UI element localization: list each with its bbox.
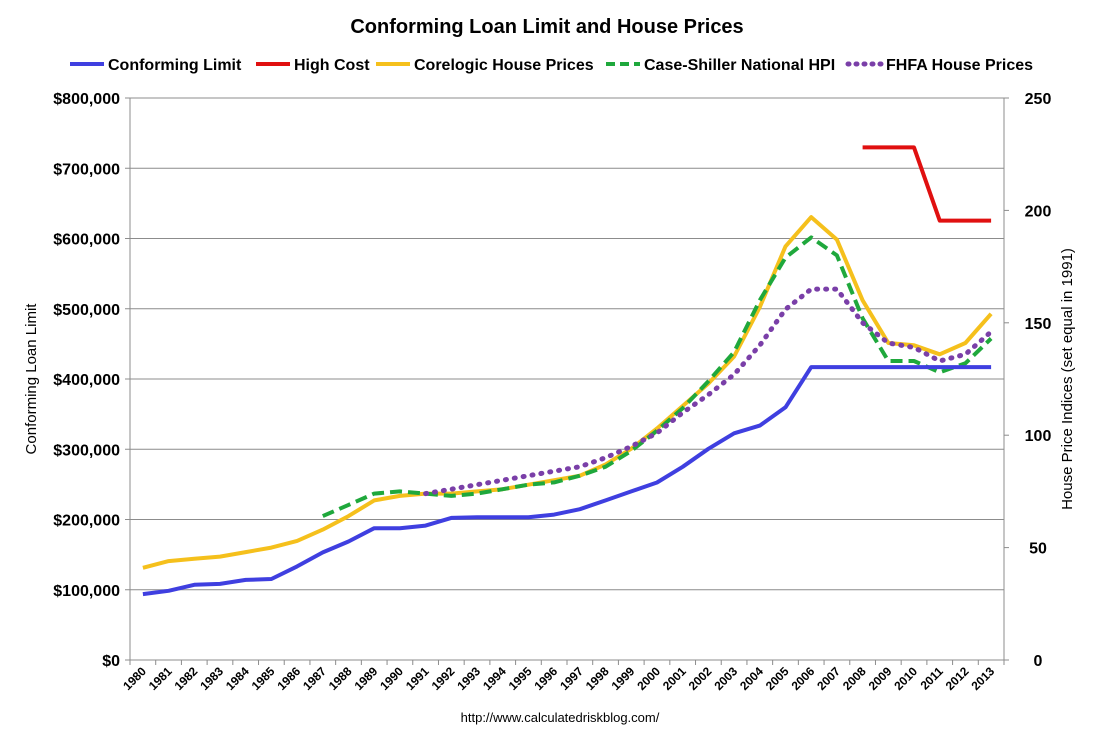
x-tick-label: 1986: [274, 664, 303, 693]
x-tick-label: 2013: [968, 664, 997, 693]
x-tick-label: 2004: [737, 664, 766, 693]
left-tick-label: $400,000: [53, 372, 120, 389]
x-tick-label: 1984: [223, 664, 252, 693]
x-tick-label: 2011: [918, 664, 947, 693]
right-tick-label: 150: [1025, 316, 1052, 333]
series-line-high-cost: [862, 145, 992, 223]
legend-label: Case-Shiller National HPI: [644, 57, 835, 74]
legend-label: Corelogic House Prices: [414, 57, 594, 74]
x-tick-label: 1985: [249, 664, 278, 693]
x-tick-label: 2010: [891, 664, 920, 693]
x-tick-label: 2002: [686, 664, 715, 693]
x-tick-label: 2003: [711, 664, 740, 693]
x-tick-label: 1982: [172, 664, 201, 693]
x-tick-label: 2001: [660, 664, 689, 693]
x-tick-label: 1997: [557, 664, 586, 693]
x-tick-label: 2000: [634, 664, 663, 693]
x-tick-label: 1998: [583, 664, 612, 693]
right-tick-label: 50: [1029, 541, 1047, 558]
x-tick-label: 1988: [326, 664, 355, 693]
left-tick-label: $300,000: [53, 442, 120, 459]
legend-label: High Cost: [294, 57, 370, 74]
x-tick-label: 2012: [943, 664, 972, 693]
legend: Conforming Limit High Cost Corelogic House…: [70, 57, 1033, 74]
series-layer: [142, 145, 994, 597]
series-line-case-shiller-national-hpi: [322, 235, 993, 518]
legend-label: FHFA House Prices: [886, 57, 1033, 74]
left-tick-label: $600,000: [53, 232, 120, 249]
right-tick-label: 200: [1025, 203, 1052, 220]
x-tick-label: 1981: [146, 664, 175, 693]
y-axis-label-left: Conforming Loan Limit: [23, 303, 40, 455]
right-axis: 0 50 100 150 200 250: [1004, 91, 1051, 670]
x-tick-label: 2006: [789, 664, 818, 693]
x-tick-label: 1999: [609, 664, 638, 693]
x-tick-label: 1987: [300, 664, 329, 693]
series-line-fhfa-house-prices: [423, 286, 994, 497]
series-line-corelogic-house-prices: [142, 215, 993, 570]
left-tick-label: $100,000: [53, 583, 120, 600]
x-tick-label: 1995: [506, 664, 535, 693]
left-tick-label: $700,000: [53, 161, 120, 178]
x-tick-label: 1980: [120, 664, 149, 693]
x-tick-label: 2007: [814, 664, 843, 693]
series-line-conforming-limit: [142, 365, 992, 597]
legend-label: Conforming Limit: [108, 57, 242, 74]
x-axis: 1980198119821983198419851986198719881989…: [120, 660, 1005, 693]
x-tick-label: 1990: [377, 664, 406, 693]
right-tick-label: 100: [1025, 428, 1052, 445]
gridlines: [130, 97, 1004, 591]
x-tick-label: 1983: [197, 664, 226, 693]
left-axis: $0 $100,000 $200,000 $300,000 $400,000 $500,0…: [53, 91, 130, 670]
right-tick-label: 0: [1034, 653, 1043, 670]
x-tick-label: 2005: [763, 664, 792, 693]
x-tick-label: 1994: [480, 664, 509, 693]
left-tick-label: $800,000: [53, 91, 120, 108]
x-tick-label: 1991: [403, 664, 432, 693]
chart-title: Conforming Loan Limit and House Prices: [350, 16, 743, 38]
x-tick-label: 1989: [352, 664, 381, 693]
x-tick-label: 1996: [531, 664, 560, 693]
x-tick-label: 2008: [840, 664, 869, 693]
x-tick-label: 1993: [454, 664, 483, 693]
x-tick-label: 1992: [429, 664, 458, 693]
left-tick-label: $200,000: [53, 513, 120, 530]
source-url: http://www.calculatedriskblog.com/: [461, 710, 660, 725]
y-axis-label-right: House Price Indices (set equal in 1991): [1059, 248, 1076, 510]
right-tick-label: 250: [1025, 91, 1052, 108]
left-tick-label: $0: [102, 653, 120, 670]
x-tick-label: 2009: [866, 664, 895, 693]
left-tick-label: $500,000: [53, 302, 120, 319]
